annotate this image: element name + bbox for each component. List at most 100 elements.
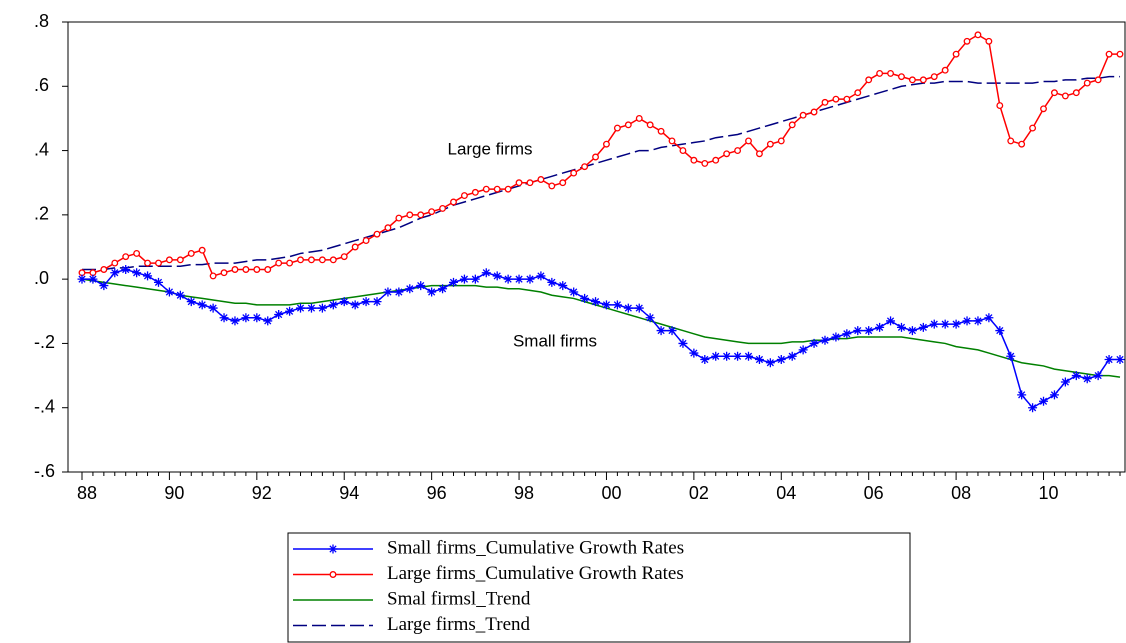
circle-marker <box>460 192 468 200</box>
star-marker <box>918 322 928 332</box>
star-marker <box>1093 371 1103 381</box>
star-marker <box>1104 355 1114 364</box>
star-marker <box>1060 377 1070 387</box>
circle-marker <box>963 37 971 45</box>
series-line <box>82 268 1120 409</box>
circle-marker <box>766 140 774 148</box>
circle-marker <box>734 147 742 155</box>
star-marker <box>929 319 939 329</box>
circle-marker <box>340 253 348 261</box>
star-marker <box>667 326 677 336</box>
circle-marker <box>559 179 567 187</box>
star-marker <box>798 345 808 355</box>
circle-marker <box>329 256 337 264</box>
star-marker <box>1071 371 1081 381</box>
star-marker <box>230 316 240 326</box>
star-marker <box>132 268 142 278</box>
star-marker <box>678 338 688 348</box>
star-marker <box>1115 355 1125 364</box>
circle-marker <box>624 121 632 129</box>
star-marker <box>612 300 622 310</box>
circle-marker <box>581 163 589 171</box>
star-marker <box>175 290 185 300</box>
circle-marker <box>504 185 512 193</box>
circle-marker <box>133 249 141 257</box>
circle-marker <box>592 153 599 161</box>
circle-marker <box>362 237 370 245</box>
circle-marker <box>1094 76 1102 84</box>
star-marker <box>317 303 327 313</box>
star-marker <box>896 322 906 332</box>
circle-marker <box>887 69 894 77</box>
y-tick-label: -.2 <box>34 332 55 352</box>
star-marker <box>481 268 491 278</box>
circle-marker <box>1116 50 1124 58</box>
y-tick-label: -.4 <box>34 396 55 416</box>
x-tick-label: 94 <box>339 483 359 503</box>
legend-marker <box>329 571 337 578</box>
star-marker <box>558 281 568 291</box>
circle-marker <box>417 211 425 219</box>
star-marker <box>361 297 371 307</box>
circle-marker <box>176 256 184 264</box>
circle-marker <box>777 137 785 145</box>
circle-marker <box>515 179 523 187</box>
circle-marker <box>187 249 195 257</box>
x-tick-label: 02 <box>689 483 709 503</box>
circle-marker <box>613 124 621 132</box>
star-marker <box>547 277 557 287</box>
star-marker <box>492 271 502 281</box>
circle-marker <box>450 198 457 206</box>
circle-marker <box>908 76 916 84</box>
star-marker <box>514 274 524 284</box>
series-line <box>82 33 1120 277</box>
star-marker <box>1049 390 1059 400</box>
star-marker <box>864 326 874 336</box>
y-tick-label: .2 <box>34 204 49 224</box>
star-marker <box>536 271 546 281</box>
y-tick-label: .0 <box>34 268 49 288</box>
star-marker <box>372 297 382 307</box>
star-marker <box>296 303 306 313</box>
circle-marker <box>1083 79 1091 87</box>
star-marker <box>787 351 797 361</box>
annotation: Large firms <box>447 139 532 158</box>
circle-marker <box>1040 105 1047 113</box>
star-marker <box>886 316 896 326</box>
circle-marker <box>1072 89 1080 97</box>
star-marker <box>77 274 87 284</box>
legend-label: Small firms_Cumulative Growth Rates <box>387 537 684 558</box>
star-marker <box>459 274 469 284</box>
circle-marker <box>155 259 162 267</box>
star-marker <box>776 355 786 364</box>
circle-marker <box>406 211 414 219</box>
circle-marker <box>264 266 272 273</box>
star-marker <box>765 358 775 368</box>
star-marker <box>197 300 207 310</box>
circle-marker <box>690 156 698 164</box>
star-marker <box>153 277 163 287</box>
star-marker <box>995 326 1005 336</box>
circle-marker <box>843 95 851 103</box>
star-marker <box>339 297 349 307</box>
annotation: Small firms <box>513 331 597 350</box>
star-marker <box>744 351 754 361</box>
circle-marker <box>351 243 359 251</box>
circle-marker <box>253 266 261 273</box>
star-marker <box>853 326 863 336</box>
star-marker <box>186 297 196 307</box>
star-marker <box>328 544 338 554</box>
circle-marker <box>821 98 829 106</box>
circle-marker <box>482 185 490 193</box>
star-marker <box>306 303 316 313</box>
star-marker <box>1028 403 1038 413</box>
circle-marker <box>395 214 403 222</box>
star-marker <box>252 313 262 323</box>
circle-marker <box>996 102 1004 110</box>
star-marker <box>164 287 174 297</box>
circle-marker <box>493 185 501 193</box>
circle-marker <box>745 137 752 145</box>
circle-marker <box>1105 50 1113 58</box>
circle-marker <box>100 266 108 273</box>
circle-marker <box>220 269 228 277</box>
